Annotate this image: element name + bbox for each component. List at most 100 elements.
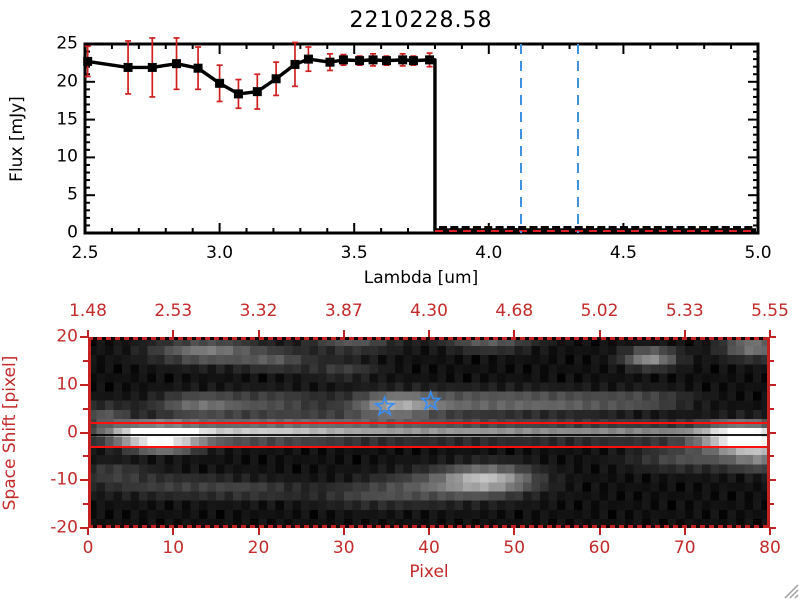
pixel-tick-label: 30 bbox=[332, 538, 355, 558]
image-right-border bbox=[767, 337, 770, 528]
wavelength-tick-label: 5.55 bbox=[751, 301, 789, 321]
data-point bbox=[215, 78, 225, 88]
y-tick-label: 0 bbox=[67, 222, 78, 243]
marker-vline-1 bbox=[520, 44, 523, 233]
pixel-tick-label: 60 bbox=[588, 538, 611, 558]
image-tick bbox=[257, 330, 260, 337]
aperture-line-lower bbox=[88, 445, 770, 448]
zero-data-point bbox=[484, 226, 493, 234]
spectral-image bbox=[88, 337, 770, 528]
y-tick-label: 10 bbox=[56, 146, 78, 167]
zero-data-point bbox=[653, 226, 662, 234]
image-tick bbox=[83, 359, 88, 362]
pixel-tick-label: 10 bbox=[162, 538, 185, 558]
image-tick bbox=[770, 431, 776, 434]
data-point bbox=[271, 74, 281, 84]
zero-data-point bbox=[472, 226, 481, 234]
image-tick bbox=[172, 528, 175, 535]
zero-data-point bbox=[608, 226, 617, 234]
image-tick bbox=[342, 528, 345, 535]
shift-tick-label: 10 bbox=[56, 374, 78, 395]
spectrum-plot bbox=[83, 37, 760, 235]
zero-data-point bbox=[540, 226, 549, 234]
data-point bbox=[193, 63, 203, 73]
y-tick-label: 25 bbox=[56, 33, 78, 54]
wavelength-tick-label: 4.30 bbox=[410, 301, 448, 321]
wavelength-tick-label: 4.68 bbox=[495, 301, 534, 321]
image-tick bbox=[683, 528, 686, 535]
image-tick bbox=[80, 431, 88, 434]
image-top-border bbox=[88, 337, 770, 340]
image-tick bbox=[80, 479, 88, 482]
zero-data-point bbox=[552, 226, 561, 234]
spectrum-line bbox=[87, 57, 756, 232]
data-point bbox=[382, 56, 392, 66]
aperture-line-upper bbox=[88, 421, 770, 424]
image-tick bbox=[83, 407, 88, 410]
wavelength-tick-label: 1.48 bbox=[69, 301, 107, 321]
wavelength-tick-label: 3.87 bbox=[324, 301, 363, 321]
data-point bbox=[233, 89, 243, 99]
image-tick bbox=[428, 330, 430, 337]
x-tick-label: 3.5 bbox=[340, 243, 368, 263]
zero-data-point bbox=[733, 226, 742, 234]
x-tick-label: 5.0 bbox=[744, 243, 772, 263]
data-point bbox=[368, 55, 378, 65]
data-point bbox=[355, 56, 365, 66]
y-tick-label: 20 bbox=[56, 71, 78, 92]
zero-data-point bbox=[439, 226, 448, 234]
image-tick bbox=[87, 330, 89, 337]
pixel-tick-label: 40 bbox=[418, 538, 440, 558]
image-tick bbox=[770, 336, 776, 338]
image-tick bbox=[769, 330, 771, 337]
image-tick bbox=[770, 359, 774, 362]
image-tick bbox=[80, 383, 88, 386]
star-icon bbox=[373, 394, 397, 417]
data-point bbox=[425, 55, 435, 65]
data-point bbox=[408, 56, 418, 66]
wavelength-tick-label: 5.33 bbox=[665, 301, 704, 321]
wavelength-tick-label: 5.02 bbox=[580, 301, 619, 321]
image-tick bbox=[770, 407, 774, 410]
image-left-border bbox=[88, 337, 91, 528]
pixel-tick-label: 70 bbox=[673, 538, 696, 558]
image-bottom-border bbox=[88, 525, 770, 528]
y-tick-label: 15 bbox=[56, 109, 78, 130]
y-axis-label: Flux [mJy] bbox=[7, 96, 27, 182]
data-point bbox=[147, 62, 157, 72]
data-point bbox=[172, 59, 182, 69]
data-point bbox=[123, 62, 133, 72]
image-tick bbox=[769, 528, 771, 535]
image-tick bbox=[598, 528, 601, 535]
image-tick bbox=[770, 527, 776, 529]
image-tick bbox=[87, 528, 89, 535]
data-point bbox=[252, 87, 262, 97]
image-tick bbox=[770, 503, 774, 506]
shift-tick-label: 20 bbox=[56, 326, 78, 347]
zero-data-point bbox=[665, 226, 674, 234]
image-tick bbox=[513, 330, 516, 337]
marker-vline-2 bbox=[576, 44, 579, 233]
pixel-tick-label: 50 bbox=[503, 538, 526, 558]
shift-tick-label: -10 bbox=[50, 469, 78, 490]
x-tick-label: 2.5 bbox=[71, 243, 99, 263]
image-tick bbox=[770, 383, 776, 386]
resize-grip-icon[interactable] bbox=[779, 583, 799, 599]
zero-data-point bbox=[721, 226, 730, 234]
x-tick-label: 3.0 bbox=[206, 243, 234, 263]
image-tick bbox=[342, 330, 345, 337]
image-tick bbox=[80, 527, 88, 529]
x-axis-label: Lambda [um] bbox=[363, 268, 479, 288]
image-tick bbox=[257, 528, 260, 535]
source-star-markers bbox=[373, 389, 443, 417]
image-tick bbox=[172, 330, 175, 337]
zero-data-point bbox=[495, 226, 504, 234]
dark-detector-row bbox=[88, 434, 770, 437]
star-icon bbox=[419, 389, 443, 412]
plot-frame bbox=[83, 42, 760, 235]
spectral-image-canvas bbox=[88, 337, 770, 528]
data-point bbox=[325, 57, 335, 67]
data-point bbox=[338, 55, 348, 65]
shift-tick-label: 0 bbox=[67, 422, 78, 442]
